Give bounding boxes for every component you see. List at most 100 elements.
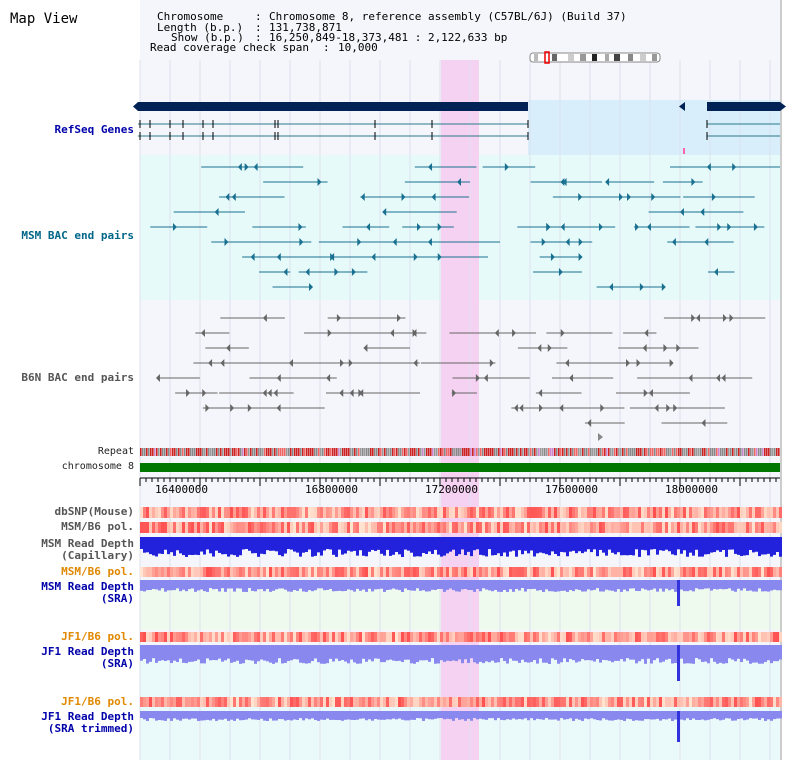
jf1-depth-sra-bar: [341, 645, 344, 660]
jf1-pol-heat-cell: [464, 632, 467, 642]
repeat-block: [140, 448, 142, 456]
jf1-depth-trim-bar: [776, 711, 779, 719]
msm-depth-sra-bar: [620, 580, 623, 592]
msm-pol2-heat-cell: [299, 567, 302, 577]
repeat-block: [552, 448, 554, 456]
jf1-depth-trim-bar: [488, 711, 491, 719]
msm-depth-cap-bar: [410, 537, 413, 553]
repeat-block: [584, 448, 586, 456]
msm-pol-heat-cell: [470, 522, 473, 533]
track-label-msm-bac[interactable]: MSM BAC end pairs: [21, 229, 134, 242]
jf1-depth-trim-bar: [146, 711, 149, 721]
msm-depth-sra-bar: [194, 580, 197, 592]
jf1-pol-heat-cell: [398, 632, 401, 642]
repeat-block: [614, 448, 616, 456]
repeat-block: [600, 448, 602, 456]
b6n-bac-pair-end: [538, 404, 543, 412]
dbsnp-heat-cell: [590, 507, 593, 518]
jf1-pol2-heat-cell: [521, 697, 524, 707]
jf1-pol-heat-cell: [680, 632, 683, 642]
jf1-pol-heat-cell: [362, 632, 365, 642]
msm-pol2-heat-cell: [713, 567, 716, 577]
jf1-depth-trim-bar: [353, 711, 356, 721]
jf1-depth-sra-bar: [761, 645, 764, 664]
jf1-pol-heat-cell: [533, 632, 536, 642]
jf1-depth-trim-bar: [368, 711, 371, 720]
msm-depth-cap-bar: [533, 537, 536, 557]
repeat-block: [394, 448, 396, 456]
repeat-block: [288, 448, 290, 456]
dbsnp-heat-cell: [524, 507, 527, 518]
jf1-pol-heat-cell: [626, 632, 629, 642]
jf1-depth-sra-bar: [512, 645, 515, 661]
dbsnp-heat-cell: [578, 507, 581, 518]
jf1-pol-heat-cell: [503, 632, 506, 642]
msm-pol2-heat-cell: [377, 567, 380, 577]
jf1-pol-heat-cell: [659, 632, 662, 642]
jf1-pol2-heat-cell: [338, 697, 341, 707]
msm-depth-cap-bar: [314, 537, 317, 556]
msm-depth-sra-bar: [179, 580, 182, 592]
axis-tick-label: 17200000: [425, 483, 478, 496]
dbsnp-heat-cell: [365, 507, 368, 518]
msm-depth-sra-bar: [260, 580, 263, 590]
jf1-depth-sra-bar: [743, 645, 746, 659]
jf1-pol2-heat-cell: [572, 697, 575, 707]
repeat-block: [348, 448, 350, 456]
jf1-depth-trim-bar: [515, 711, 518, 720]
msm-depth-sra-bar: [353, 580, 356, 592]
msm-depth-sra-bar: [530, 580, 533, 590]
msm-depth-sra-bar: [419, 580, 422, 591]
msm-depth-sra-bar: [626, 580, 629, 592]
msm-depth-cap-bar: [221, 537, 224, 555]
track-label-refseq[interactable]: RefSeq Genes: [54, 123, 134, 136]
repeat-block: [182, 448, 184, 456]
jf1-pol-heat-cell: [731, 632, 734, 642]
repeat-block: [178, 448, 180, 456]
repeat-block: [510, 448, 512, 456]
msm-depth-sra-bar: [458, 580, 461, 592]
jf1-pol-heat-cell: [206, 632, 209, 642]
repeat-block: [470, 448, 472, 456]
jf1-pol-heat-cell: [656, 632, 659, 642]
dbsnp-heat-cell: [149, 507, 152, 518]
repeat-block: [710, 448, 712, 456]
jf1-depth-sra-bar: [209, 645, 212, 661]
jf1-depth-sra-bar: [668, 645, 671, 659]
jf1-pol2-heat-cell: [728, 697, 731, 707]
msm-depth-cap-bar: [671, 537, 674, 555]
msm-depth-sra-bar: [212, 580, 215, 590]
msm-pol-heat-cell: [185, 522, 188, 533]
msm-depth-sra-bar: [236, 580, 239, 589]
jf1-depth-sra-bar: [671, 645, 674, 664]
msm-depth-sra-bar: [266, 580, 269, 589]
msm-depth-cap-bar: [623, 537, 626, 556]
msm-depth-cap-bar: [374, 537, 377, 551]
msm-pol2-heat-cell: [536, 567, 539, 577]
track-label-b6n-bac[interactable]: B6N BAC end pairs: [21, 371, 134, 384]
jf1-pol-heat-cell: [545, 632, 548, 642]
dbsnp-heat-cell: [638, 507, 641, 518]
msm-depth-sra-bar: [590, 580, 593, 591]
jf1-pol-heat-cell: [182, 632, 185, 642]
msm-bac-pair-end: [711, 193, 716, 201]
jf1-pol-heat-cell: [167, 632, 170, 642]
msm-pol2-heat-cell: [527, 567, 530, 577]
msm-bac-pair-end: [437, 223, 442, 231]
msm-depth-sra-bar: [710, 580, 713, 591]
repeat-block: [428, 448, 430, 456]
repeat-block: [152, 448, 154, 456]
msm-pol2-heat-cell: [197, 567, 200, 577]
msm-pol-heat-cell: [656, 522, 659, 533]
msm-depth-cap-bar: [635, 537, 638, 550]
msm-bac-pair-end: [671, 238, 676, 246]
dbsnp-heat-cell: [323, 507, 326, 518]
jf1-pol2-heat-cell: [152, 697, 155, 707]
jf1-pol2-heat-cell: [272, 697, 275, 707]
msm-pol-heat-cell: [599, 522, 602, 533]
jf1-depth-trim-bar: [707, 711, 710, 720]
msm-depth-cap-bar: [290, 537, 293, 550]
jf1-pol-heat-cell: [575, 632, 578, 642]
jf1-depth-sra-bar-spike: [677, 645, 680, 681]
